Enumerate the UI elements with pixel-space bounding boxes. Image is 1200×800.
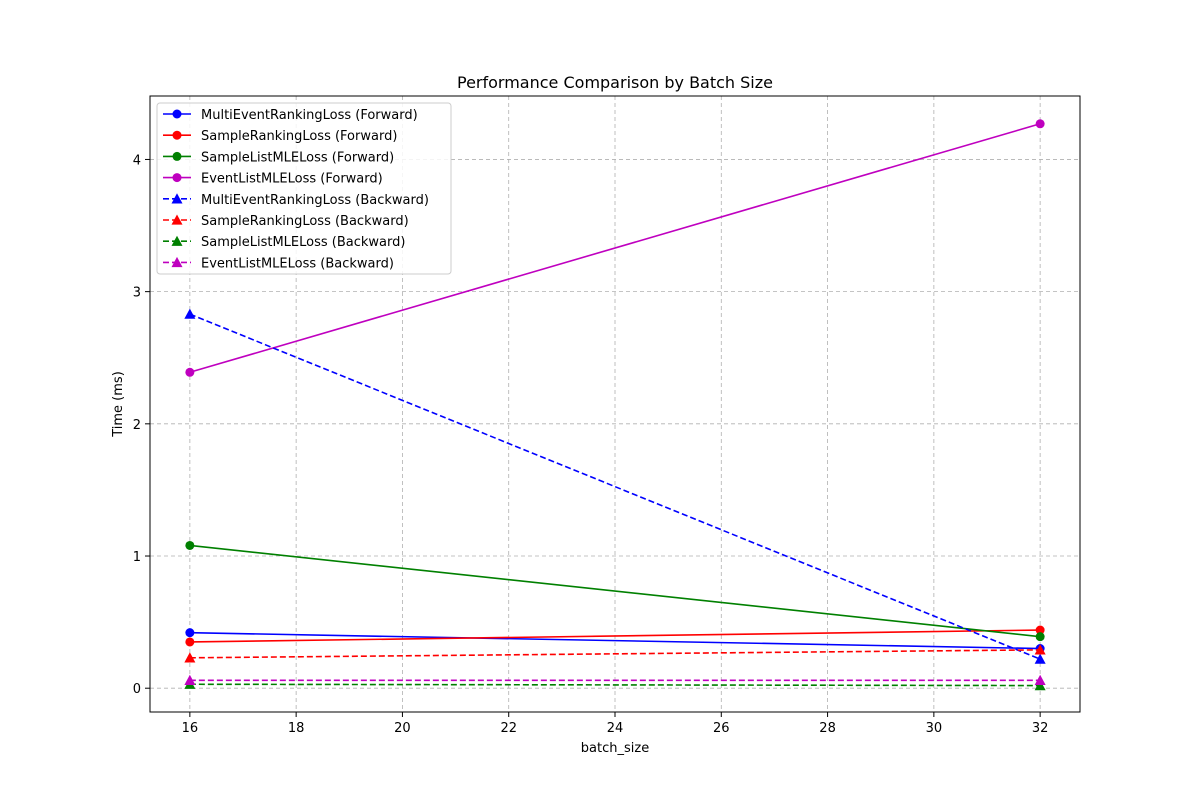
legend-label: SampleListMLELoss (Backward) — [201, 235, 405, 250]
data-point — [185, 628, 195, 638]
legend-marker — [171, 256, 183, 268]
legend-entry: SampleRankingLoss (Backward) — [163, 214, 409, 229]
data-point — [185, 367, 195, 377]
legend-box — [156, 102, 452, 275]
series-line — [189, 629, 1041, 643]
legend-marker — [172, 173, 182, 183]
data-point — [184, 308, 196, 319]
legend-marker — [172, 130, 182, 140]
series-2 — [185, 625, 1045, 647]
x-tick-label: 16 — [182, 721, 199, 736]
series-4 — [185, 119, 1045, 377]
series-line — [189, 683, 1041, 687]
y-axis-label: Time (ms) — [111, 371, 126, 438]
legend-marker — [171, 214, 183, 225]
x-tick-label: 20 — [394, 721, 411, 736]
legend: MultiEventRankingLoss (Forward) SampleRan… — [156, 102, 452, 275]
legend-label: SampleRankingLoss (Backward) — [201, 214, 409, 229]
data-point — [184, 674, 196, 685]
legend-label: EventListMLELoss (Forward) — [201, 172, 383, 187]
y-tick-label: 3 — [133, 286, 141, 301]
legend-label: SampleListMLELoss (Forward) — [201, 150, 394, 165]
legend-label: EventListMLELoss (Backward) — [201, 256, 394, 271]
data-point — [1034, 653, 1046, 664]
chart-title: Performance Comparison by Batch Size — [457, 73, 773, 92]
legend-marker — [172, 151, 182, 161]
legend-entry: EventListMLELoss (Forward) — [163, 172, 383, 187]
data-point — [185, 540, 195, 550]
legend-marker — [172, 109, 182, 119]
x-tick-label: 26 — [713, 721, 730, 736]
x-tick-label: 22 — [500, 721, 517, 736]
x-tick-label: 28 — [819, 721, 836, 736]
legend-entry: SampleRankingLoss (Forward) — [163, 129, 397, 144]
ticks: 16 18 20 22 24 26 28 30 32 0 1 2 3 4 — [133, 153, 1049, 736]
legend-label: MultiEventRankingLoss (Forward) — [201, 108, 418, 123]
y-tick-label: 2 — [133, 418, 141, 433]
series-line — [189, 649, 1041, 659]
data-point — [1035, 119, 1045, 129]
data-point — [1034, 644, 1046, 655]
y-tick-label: 4 — [133, 153, 141, 168]
legend-label: SampleRankingLoss (Forward) — [201, 129, 397, 144]
x-tick-label: 24 — [607, 721, 624, 736]
legend-marker — [171, 193, 183, 204]
legend-marker — [171, 235, 183, 246]
x-tick-label: 30 — [926, 721, 943, 736]
series-6 — [184, 644, 1046, 663]
data-point — [184, 652, 196, 663]
x-tick-label: 32 — [1032, 721, 1049, 736]
data-point — [1034, 674, 1046, 685]
legend-entry: MultiEventRankingLoss (Forward) — [163, 108, 418, 123]
legend-label: MultiEventRankingLoss (Backward) — [201, 193, 429, 208]
y-tick-label: 1 — [133, 550, 141, 565]
legend-entry: SampleListMLELoss (Backward) — [163, 235, 405, 250]
legend-entry: MultiEventRankingLoss (Backward) — [163, 193, 429, 208]
x-tick-label: 18 — [288, 721, 305, 736]
data-point — [185, 637, 195, 647]
series-5 — [184, 308, 1046, 664]
series-line — [189, 544, 1041, 638]
y-tick-label: 0 — [133, 682, 141, 697]
legend-entry: SampleListMLELoss (Forward) — [163, 150, 394, 165]
legend-entry: EventListMLELoss (Backward) — [163, 256, 394, 271]
series-line — [189, 631, 1041, 650]
data-point — [1035, 625, 1045, 635]
series-3 — [185, 540, 1045, 642]
series-8 — [184, 674, 1046, 685]
data-point — [1034, 680, 1046, 691]
x-axis-label: batch_size — [581, 741, 649, 756]
series-layer — [184, 119, 1046, 691]
data-point — [1035, 632, 1045, 642]
series-line — [189, 122, 1041, 374]
